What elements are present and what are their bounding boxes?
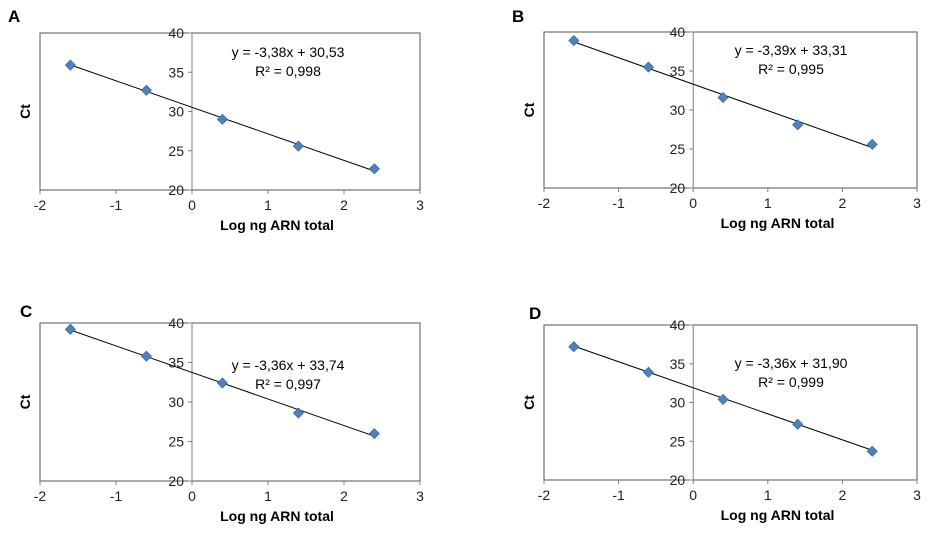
- data-point-b: [717, 91, 729, 104]
- data-point-d: [792, 418, 804, 430]
- y-axis-label-c: Ct: [17, 394, 33, 409]
- x-tick-label-a: 3: [416, 197, 424, 213]
- x-tick-label-d: -2: [538, 487, 551, 503]
- r-squared-c: R² = 0,997: [255, 376, 321, 392]
- chart-d-svg: D -2 -1 0 1 2 3 20 25 30 35 40 Log ng ARN total Ct y =…: [521, 304, 921, 523]
- y-tick-label-d: 40: [670, 317, 686, 333]
- x-tick-label-c: -1: [110, 488, 123, 504]
- y-tick-label-a: 35: [168, 64, 184, 80]
- y-axis-label-a: Ct: [17, 104, 33, 119]
- r-squared-b: R² = 0,995: [758, 61, 824, 77]
- trendline-equation-b: y = -3,39x + 33,31: [735, 42, 848, 58]
- x-tick-label-b: -2: [538, 195, 551, 211]
- x-tick-label-b: 0: [689, 195, 697, 211]
- y-axis-label-b: Ct: [521, 102, 537, 117]
- plot-area-a: [39, 32, 421, 191]
- y-tick-label-a: 20: [168, 182, 184, 198]
- data-point-b: [866, 138, 878, 150]
- x-axis-label-c: Log ng ARN total: [220, 508, 334, 524]
- panel-letter-b: B: [512, 7, 524, 26]
- plot-area-d: [543, 324, 918, 481]
- data-point-a: [368, 163, 380, 175]
- trendline-equation-d: y = -3,36x + 31,90: [735, 355, 848, 371]
- plot-area-b: [543, 31, 918, 189]
- y-tick-label-b: 30: [670, 102, 686, 118]
- data-point-d: [568, 341, 580, 353]
- data-point-a: [64, 59, 76, 71]
- data-point-c: [368, 428, 380, 440]
- x-tick-label-b: 3: [913, 195, 921, 211]
- data-point-a: [292, 140, 304, 152]
- y-tick-label-b: 20: [670, 180, 686, 196]
- x-tick-label-a: -1: [110, 197, 123, 213]
- chart-panel-d: D -2 -1 0 1 2 3 20 25 30 35 40 Log ng ARN total Ct y =…: [469, 268, 938, 536]
- y-tick-label-b: 35: [670, 63, 686, 79]
- x-tick-label-a: -2: [34, 197, 47, 213]
- x-tick-label-a: 2: [340, 197, 348, 213]
- data-point-a: [216, 113, 228, 125]
- x-tick-label-c: 1: [264, 488, 272, 504]
- r-squared-d: R² = 0,999: [758, 374, 824, 390]
- y-tick-label-b: 40: [670, 24, 686, 40]
- data-point-d: [642, 366, 655, 378]
- y-tick-label-a: 30: [168, 104, 184, 120]
- x-tick-label-c: 3: [416, 488, 424, 504]
- y-tick-label-d: 20: [670, 472, 686, 488]
- x-axis-label-a: Log ng ARN total: [220, 217, 334, 233]
- trendline-equation-c: y = -3,36x + 33,74: [232, 357, 345, 373]
- x-tick-label-b: -1: [612, 195, 625, 211]
- y-tick-label-d: 30: [670, 395, 686, 411]
- y-tick-label-b: 25: [670, 141, 686, 157]
- x-axis-label-b: Log ng ARN total: [721, 215, 835, 231]
- data-point-b: [568, 35, 580, 47]
- data-point-d: [866, 445, 878, 457]
- x-tick-label-d: 2: [839, 487, 847, 503]
- x-tick-label-d: 3: [913, 487, 921, 503]
- data-point-b: [642, 61, 655, 73]
- chart-b-svg: B -2 -1 0 1 2 3 20 25 30 35 40 Log ng ARN total Ct y =…: [512, 7, 921, 231]
- chart-panel-b: B -2 -1 0 1 2 3 20 25 30 35 40 Log ng ARN total Ct y =…: [469, 0, 938, 268]
- data-point-c: [140, 350, 152, 362]
- x-tick-label-d: 0: [689, 487, 697, 503]
- panel-letter-c: C: [20, 302, 32, 321]
- y-tick-label-a: 40: [168, 25, 184, 41]
- y-tick-label-d: 25: [670, 433, 686, 449]
- x-tick-label-b: 1: [764, 195, 772, 211]
- x-tick-label-c: -2: [34, 488, 47, 504]
- trendline-equation-a: y = -3,38x + 30,53: [232, 44, 345, 60]
- y-tick-label-a: 25: [168, 143, 184, 159]
- x-tick-label-b: 2: [839, 195, 847, 211]
- y-tick-label-c: 25: [168, 434, 184, 450]
- x-tick-label-a: 1: [264, 197, 272, 213]
- data-point-c: [64, 323, 76, 335]
- y-tick-label-c: 20: [168, 473, 184, 489]
- data-point-d: [717, 393, 729, 405]
- r-squared-a: R² = 0,998: [255, 63, 321, 79]
- x-tick-label-a: 0: [188, 197, 196, 213]
- x-tick-label-c: 2: [340, 488, 348, 504]
- x-tick-label-d: 1: [764, 487, 772, 503]
- panel-letter-a: A: [8, 7, 20, 26]
- chart-panel-a: A -2 -1 0 1 2 3 20 25 30 35 40 Log ng ARN total Ct y =…: [0, 0, 469, 268]
- y-tick-label-c: 30: [168, 394, 184, 410]
- y-tick-label-c: 35: [168, 355, 184, 371]
- chart-c-svg: C -2 -1 0 1 2 3 20 25 30 35 40 Log ng ARN total Ct y =…: [17, 302, 424, 524]
- data-point-c: [216, 377, 228, 389]
- panel-letter-d: D: [529, 304, 541, 323]
- x-tick-label-c: 0: [188, 488, 196, 504]
- y-tick-label-c: 40: [168, 315, 184, 331]
- x-axis-label-d: Log ng ARN total: [721, 507, 835, 523]
- chart-panel-c: C -2 -1 0 1 2 3 20 25 30 35 40 Log ng ARN total Ct y =…: [0, 268, 469, 536]
- data-point-c: [292, 407, 304, 419]
- plot-area-c: [39, 322, 421, 482]
- y-tick-label-d: 35: [670, 356, 686, 372]
- x-tick-label-d: -1: [612, 487, 625, 503]
- y-axis-label-d: Ct: [521, 395, 537, 410]
- data-point-a: [140, 84, 152, 96]
- data-point-b: [792, 119, 804, 131]
- chart-a-svg: A -2 -1 0 1 2 3 20 25 30 35 40 Log ng ARN total Ct y =…: [8, 7, 424, 233]
